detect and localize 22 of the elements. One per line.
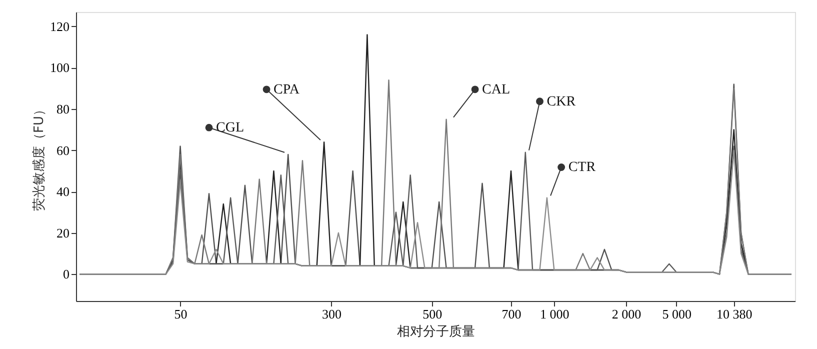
annotation: CAL (482, 82, 510, 98)
y-tick-label: 20 (56, 225, 70, 240)
x-tick-label: 300 (322, 306, 342, 322)
y-axis-title: 荧光敏感度（FU） (31, 103, 47, 211)
x-tick-label: 500 (422, 306, 442, 322)
x-tick-label: 700 (502, 306, 522, 322)
annotation: CKR (546, 94, 576, 110)
y-tick-label: 0 (63, 266, 70, 282)
x-axis-title: 相对分子质量 (397, 324, 475, 340)
y-tick-label: 40 (56, 184, 70, 200)
y-tick-label: 60 (56, 142, 70, 158)
x-tick-label: 10 380 (716, 306, 752, 322)
y-tick-label: 100 (50, 60, 70, 76)
annotation: CTR (568, 160, 596, 176)
x-tick-label: 5 000 (662, 306, 692, 322)
annotation: CGL (216, 120, 244, 136)
annotation: CPA (274, 82, 300, 98)
y-tick-label: 120 (50, 18, 70, 34)
y-tick-label: 80 (56, 102, 70, 117)
x-tick-label: 1 000 (540, 306, 570, 322)
x-tick-label: 50 (174, 306, 188, 322)
x-tick-label: 2 000 (612, 306, 642, 322)
